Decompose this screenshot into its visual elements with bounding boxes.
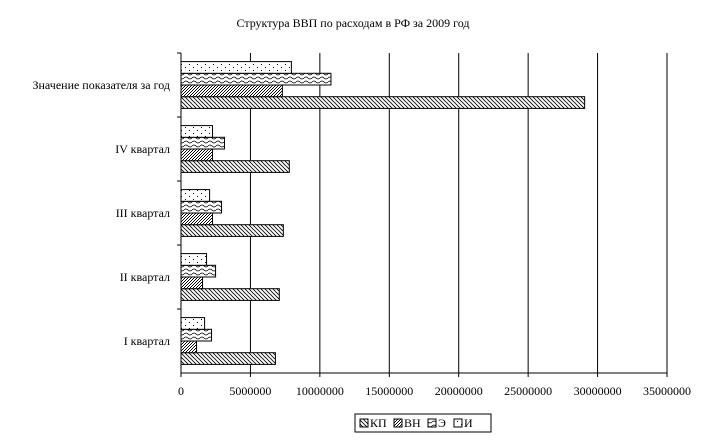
bar-КП [180,352,276,365]
bar-ВН [180,212,214,226]
x-tick-label: 5000000 [229,384,271,398]
x-tick-label: 10000000 [296,384,344,398]
legend-swatch-КП [359,418,369,428]
bar-Э [180,264,217,278]
x-tick-label: 15000000 [365,384,413,398]
bar-ВН [180,148,214,162]
bar-И [180,125,214,138]
legend-label: ВН [404,416,421,430]
y-tick-label: I квартал [124,334,170,348]
x-tick-label: 35000000 [643,384,691,398]
bar-Э [180,136,225,150]
x-tick-label: 30000000 [574,384,622,398]
chart-title: Структура ВВП по расходам в РФ за 2009 г… [236,16,469,30]
y-tick-label: II квартал [120,270,170,284]
legend-swatch-Э [427,418,437,428]
bar-И [180,253,208,266]
bar-Э [180,72,332,86]
y-tick-label: Значение показателя за год [33,78,171,92]
bar-КП [180,160,290,173]
legend-swatch-И [453,418,463,428]
legend-swatch-ВН [393,418,403,428]
bar-КП [180,96,586,109]
y-tick-label: IV квартал [115,142,170,156]
bar-ВН [180,84,283,98]
bar-КП [180,224,284,237]
bar-ВН [180,276,204,290]
bar-И [180,61,292,74]
bar-Э [180,328,213,342]
x-tick-label: 20000000 [435,384,483,398]
legend-label: Э [438,416,446,430]
y-tick-label: III квартал [116,206,170,220]
bar-КП [180,288,280,301]
x-tick-label: 25000000 [504,384,552,398]
legend-label: КП [370,416,387,430]
x-tick-label: 0 [178,384,184,398]
bar-Э [180,200,223,214]
bar-И [180,317,206,330]
bar-ВН [180,340,198,354]
legend: КП ВН Э И [354,413,492,433]
legend-label: И [464,416,473,430]
bar-И [180,189,211,202]
